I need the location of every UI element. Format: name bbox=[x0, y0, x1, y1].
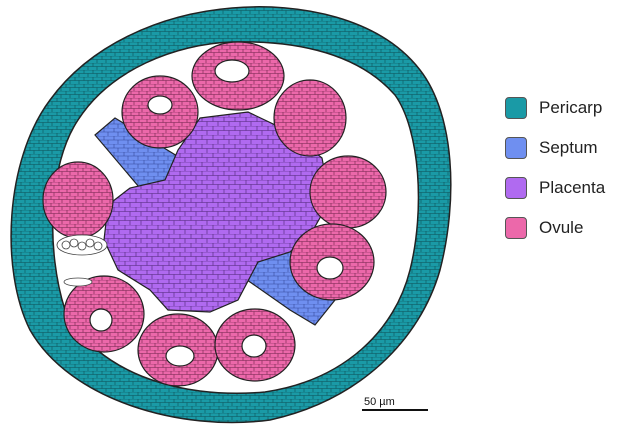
legend-label: Pericarp bbox=[539, 98, 603, 117]
legend-item-ovule: Ovule bbox=[505, 208, 605, 248]
scale-bar-line bbox=[362, 409, 428, 411]
ovule-6 bbox=[42, 161, 114, 239]
legend-label: Placenta bbox=[539, 178, 606, 197]
placenta-region bbox=[103, 111, 331, 313]
pericarp-region bbox=[10, 6, 452, 424]
ovule-4 bbox=[309, 155, 387, 229]
legend-item-pericarp: Pericarp bbox=[505, 88, 605, 128]
ovule-2 bbox=[121, 75, 199, 149]
legend-item-placenta: Placenta bbox=[505, 168, 605, 208]
ovule-8 bbox=[137, 313, 219, 387]
ovule-1 bbox=[191, 41, 285, 111]
ovule-swatch bbox=[505, 217, 527, 239]
legend-label: Septum bbox=[539, 138, 598, 157]
ovule-5 bbox=[289, 223, 375, 301]
ovule-3 bbox=[273, 79, 347, 157]
ovule-9 bbox=[214, 308, 296, 382]
legend-label: Ovule bbox=[539, 218, 584, 237]
unlabeled-cell-cluster bbox=[56, 234, 108, 287]
scale-bar-label: 50 µm bbox=[364, 396, 395, 408]
legend-item-septum: Septum bbox=[505, 128, 605, 168]
placenta-swatch bbox=[505, 177, 527, 199]
scale-bar: 50 µm bbox=[362, 396, 428, 411]
pericarp-swatch bbox=[505, 97, 527, 119]
ovules bbox=[42, 41, 387, 387]
septum-swatch bbox=[505, 137, 527, 159]
ovule-7 bbox=[63, 275, 145, 353]
legend: Pericarp Septum Placenta Ovule bbox=[505, 88, 605, 248]
